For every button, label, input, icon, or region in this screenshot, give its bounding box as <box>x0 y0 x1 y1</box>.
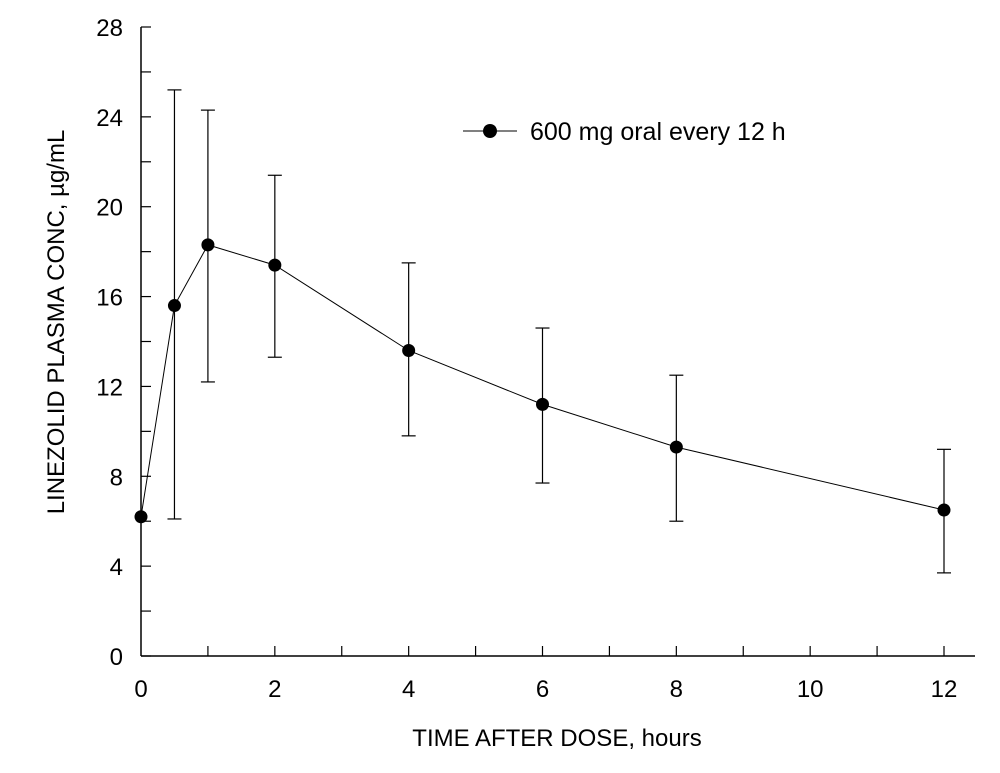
error-bars <box>167 89 951 574</box>
data-point <box>669 440 683 454</box>
x-tick-label: 6 <box>536 676 549 703</box>
legend: 600 mg oral every 12 h <box>463 118 786 146</box>
y-tick-label: 0 <box>110 644 123 671</box>
y-tick-label: 4 <box>110 554 123 581</box>
x-tick-label: 2 <box>268 676 281 703</box>
y-tick-label: 28 <box>96 15 123 42</box>
x-tick-label: 4 <box>402 676 415 703</box>
y-tick-label: 12 <box>96 374 123 401</box>
x-tick-label: 10 <box>797 676 824 703</box>
x-tick-label: 12 <box>931 676 958 703</box>
legend-label: 600 mg oral every 12 h <box>530 118 786 146</box>
data-point <box>536 397 549 411</box>
y-tick-label: 24 <box>96 105 123 132</box>
x-tick-label: 0 <box>134 676 147 703</box>
x-tick-label: 8 <box>670 676 683 703</box>
y-tick-label: 20 <box>96 195 123 222</box>
data-point <box>268 258 282 272</box>
data-point <box>201 238 215 252</box>
data-point <box>402 343 416 357</box>
y-axis-label: LINEZOLID PLASMA CONC, µg/mL <box>43 130 70 515</box>
data-point <box>134 510 148 524</box>
series-line <box>134 238 951 524</box>
data-point <box>937 503 951 517</box>
y-tick-label: 8 <box>110 464 123 491</box>
x-axis-label: TIME AFTER DOSE, hours <box>412 725 701 752</box>
series-polyline <box>140 244 945 517</box>
y-tick-label: 16 <box>96 285 123 312</box>
data-point <box>167 299 181 313</box>
legend-marker <box>483 124 497 138</box>
